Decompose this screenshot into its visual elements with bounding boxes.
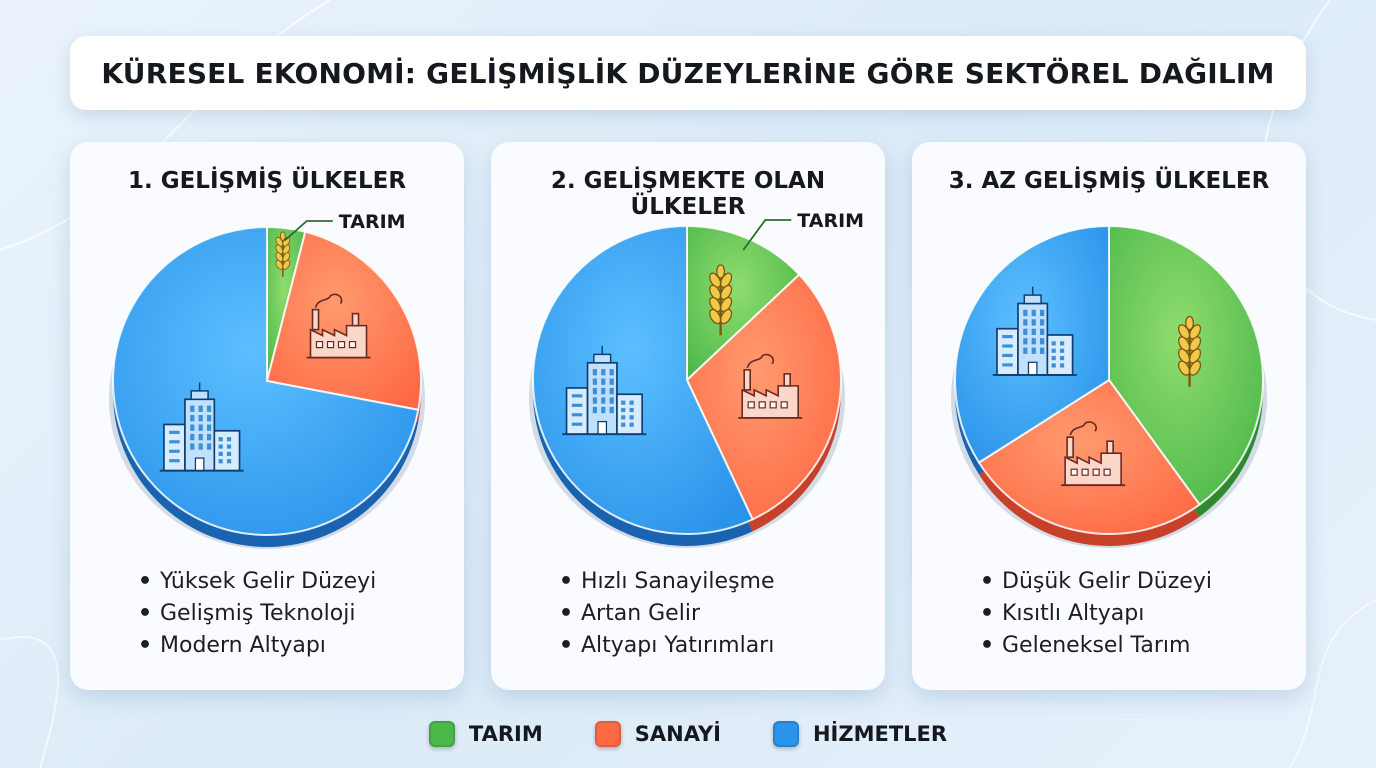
wheat-icon: [275, 231, 291, 277]
callout-line: [284, 220, 333, 242]
pie-chart-developing: TARIM: [529, 210, 864, 548]
bullet-item: • Düşük Gelir Düzeyi: [980, 569, 1212, 594]
bullet-item: • Hızlı Sanayileşme: [559, 569, 775, 594]
legend-item-sanayi: SANAYİ: [594, 721, 721, 747]
callout-line: [742, 219, 792, 251]
card-developed: 1. GELİŞMİŞ ÜLKELER TARIM • Yüksek Gelir …: [70, 142, 464, 690]
legend-swatch: [594, 721, 621, 747]
legend-label: SANAYİ: [634, 722, 721, 746]
callout-label: TARIM: [339, 211, 406, 233]
pie-slice-hizmetler: [532, 224, 754, 535]
wheat-icon: [709, 264, 733, 336]
card-bullets: • Hızlı Sanayileşme • Artan Gelir • Altyapı…: [559, 566, 775, 662]
bullet-item: • Artan Gelir: [559, 601, 700, 626]
bullet-item: • Altyapı Yatırımları: [559, 633, 775, 658]
card-title: 1. GELİŞMİŞ ÜLKELER: [127, 168, 407, 194]
building-icon: [992, 286, 1077, 376]
page-title: KÜRESEL EKONOMİ: GELİŞMİŞLİK DÜZEYLERİNE…: [101, 56, 1275, 90]
card-bullets: • Düşük Gelir Düzeyi • Kısıtlı Altyapı • Ge…: [980, 566, 1212, 662]
legend-item-tarim: TARIM: [428, 721, 543, 747]
building-icon: [562, 345, 647, 436]
card-bullets: • Yüksek Gelir Düzeyi • Gelişmiş Teknoloji…: [138, 566, 376, 662]
legend-label: HİZMETLER: [812, 722, 948, 746]
bullet-item: • Geleneksel Tarım: [980, 633, 1191, 658]
building-icon: [159, 382, 244, 472]
factory-icon: [306, 293, 371, 359]
legend-label: TARIM: [468, 722, 543, 746]
bullet-item: • Gelişmiş Teknoloji: [138, 601, 356, 626]
callout-label: TARIM: [797, 210, 864, 232]
factory-icon: [1061, 421, 1126, 487]
bullet-item: • Yüksek Gelir Düzeyi: [138, 569, 377, 594]
card-title: 3. AZ GELİŞMİŞ ÜLKELER: [948, 168, 1270, 194]
pie-chart-developed: TARIM: [109, 211, 425, 549]
pie-slice-tarim: [686, 224, 801, 383]
card-title: 2. GELİŞMEKTE OLAN ÜLKELER: [550, 168, 826, 220]
bullet-item: • Modern Altyapı: [138, 633, 326, 658]
title-banner: KÜRESEL EKONOMİ: GELİŞMİŞLİK DÜZEYLERİNE…: [70, 36, 1306, 110]
legend-swatch: [428, 721, 455, 747]
legend-item-hizmetler: HİZMETLER: [772, 721, 948, 747]
legend-swatch: [772, 721, 799, 747]
card-least-developed: 3. AZ GELİŞMİŞ ÜLKELER • Düşük Gelir Düze…: [912, 142, 1306, 690]
factory-icon: [738, 353, 803, 419]
pie-chart-least-developed: [951, 224, 1267, 548]
wheat-icon: [1177, 315, 1202, 387]
legend: TARIM SANAYİ HİZMETLER: [0, 714, 1376, 754]
card-developing: 2. GELİŞMEKTE OLAN ÜLKELER TARIM • Hızlı …: [491, 142, 885, 690]
bullet-item: • Kısıtlı Altyapı: [980, 601, 1145, 626]
pie-slice-sanayi: [265, 230, 422, 412]
